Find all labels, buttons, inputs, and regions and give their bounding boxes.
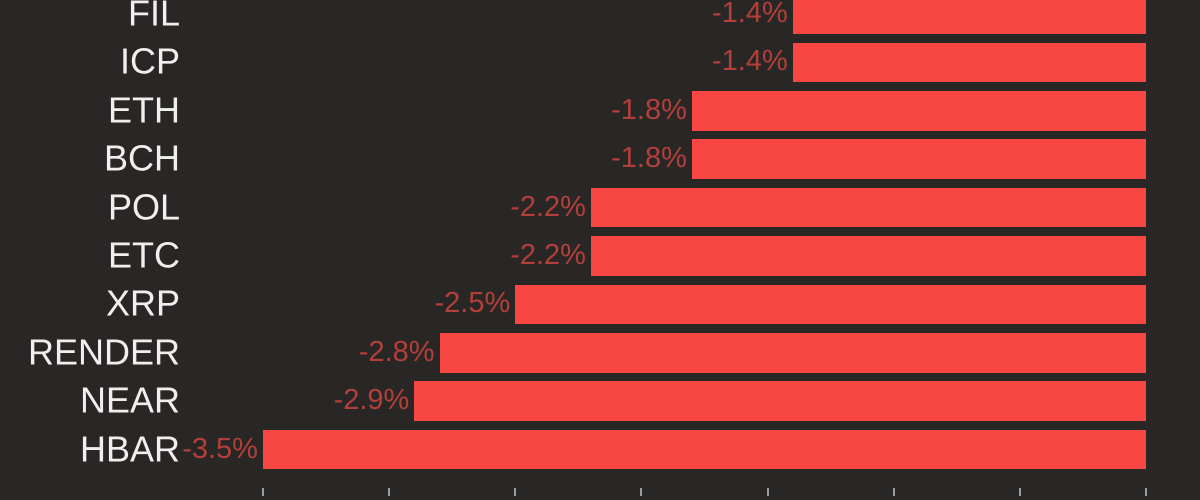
category-label-render: RENDER bbox=[27, 331, 180, 373]
x-axis-tick--0.5 bbox=[1018, 488, 1021, 496]
value-label-pol: -2.2% bbox=[510, 190, 586, 223]
bar-etc bbox=[590, 236, 1146, 276]
bar-eth bbox=[691, 91, 1146, 131]
x-axis-tick--3.5 bbox=[261, 488, 264, 496]
bar-fil bbox=[792, 0, 1146, 34]
value-label-near: -2.9% bbox=[333, 384, 410, 417]
value-label-fil: -1.4% bbox=[712, 0, 788, 29]
category-label-eth: ETH bbox=[108, 89, 180, 131]
x-axis-tick-0 bbox=[1145, 488, 1147, 496]
x-axis-tick--2 bbox=[640, 488, 643, 496]
x-axis-tick--2.5 bbox=[514, 488, 517, 496]
bar-near bbox=[414, 381, 1146, 421]
value-label-icp: -1.4% bbox=[712, 45, 788, 78]
bar-hbar bbox=[262, 429, 1146, 470]
category-label-hbar: HBAR bbox=[79, 427, 180, 469]
value-label-eth: -1.8% bbox=[611, 93, 687, 126]
bar-pol bbox=[590, 187, 1146, 228]
x-axis-tick--1 bbox=[892, 488, 895, 496]
category-label-bch: BCH bbox=[103, 137, 180, 179]
value-label-render: -2.8% bbox=[358, 335, 435, 368]
x-axis-tick--1.5 bbox=[766, 488, 769, 496]
value-label-hbar: -3.5% bbox=[182, 432, 258, 465]
category-label-etc: ETC bbox=[108, 234, 180, 276]
value-label-xrp: -2.5% bbox=[434, 287, 511, 320]
bar-icp bbox=[792, 42, 1146, 83]
value-label-bch: -1.8% bbox=[611, 142, 687, 175]
bar-render bbox=[439, 333, 1146, 373]
category-label-fil: FIL bbox=[127, 0, 180, 34]
category-label-xrp: XRP bbox=[105, 282, 180, 324]
value-label-etc: -2.2% bbox=[510, 238, 586, 271]
x-axis-tick--3 bbox=[388, 488, 391, 496]
category-label-icp: ICP bbox=[119, 40, 180, 82]
bar-bch bbox=[691, 139, 1146, 179]
category-label-pol: POL bbox=[107, 185, 180, 227]
category-label-near: NEAR bbox=[79, 379, 180, 421]
bar-xrp bbox=[515, 284, 1146, 325]
